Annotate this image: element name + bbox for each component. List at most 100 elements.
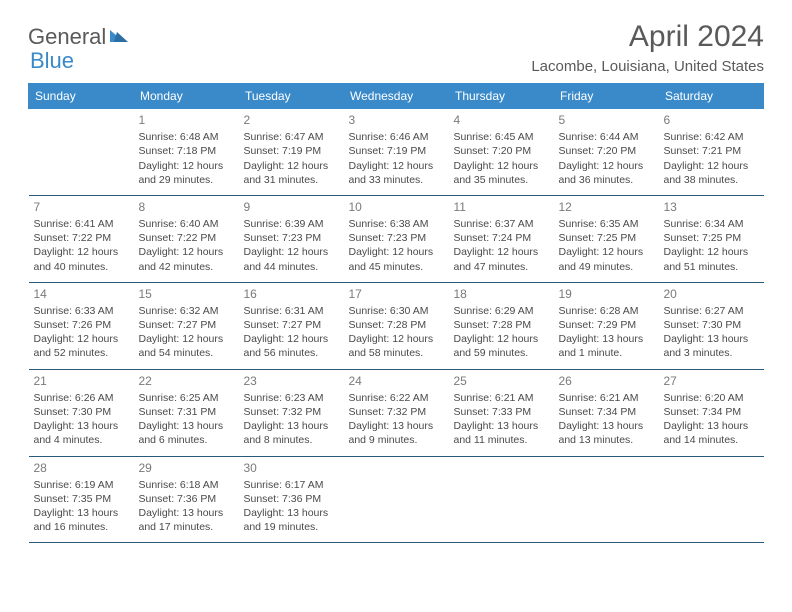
sunset-text: Sunset: 7:24 PM [454,231,549,245]
sunrise-text: Sunrise: 6:21 AM [454,391,549,405]
calendar-day-cell: 1Sunrise: 6:48 AMSunset: 7:18 PMDaylight… [134,109,239,196]
day-number: 3 [349,112,444,128]
day-number: 30 [244,460,339,476]
sunset-text: Sunset: 7:36 PM [244,492,339,506]
day-number: 17 [349,286,444,302]
calendar-table: Sunday Monday Tuesday Wednesday Thursday… [28,83,764,543]
day-number: 23 [244,373,339,389]
daylight-text: Daylight: 13 hours and 3 minutes. [664,332,759,360]
daylight-text: Daylight: 12 hours and 54 minutes. [139,332,234,360]
calendar-day-cell: 12Sunrise: 6:35 AMSunset: 7:25 PMDayligh… [554,195,659,282]
sunset-text: Sunset: 7:26 PM [34,318,129,332]
calendar-day-cell: 28Sunrise: 6:19 AMSunset: 7:35 PMDayligh… [29,456,134,543]
calendar-day-cell: 26Sunrise: 6:21 AMSunset: 7:34 PMDayligh… [554,369,659,456]
daylight-text: Daylight: 12 hours and 31 minutes. [244,159,339,187]
day-number: 10 [349,199,444,215]
sunrise-text: Sunrise: 6:29 AM [454,304,549,318]
calendar-day-cell [29,109,134,196]
weekday-header: Friday [554,84,659,109]
sunrise-text: Sunrise: 6:41 AM [34,217,129,231]
daylight-text: Daylight: 13 hours and 16 minutes. [34,506,129,534]
day-number: 26 [559,373,654,389]
day-number: 25 [454,373,549,389]
calendar-day-cell: 15Sunrise: 6:32 AMSunset: 7:27 PMDayligh… [134,282,239,369]
sunset-text: Sunset: 7:23 PM [349,231,444,245]
logo-blue-row: Blue [30,48,74,74]
daylight-text: Daylight: 13 hours and 17 minutes. [139,506,234,534]
page-header: General April 2024 Lacombe, Louisiana, U… [28,20,764,75]
sunrise-text: Sunrise: 6:46 AM [349,130,444,144]
calendar-day-cell [554,456,659,543]
sunrise-text: Sunrise: 6:22 AM [349,391,444,405]
sunrise-text: Sunrise: 6:25 AM [139,391,234,405]
sunset-text: Sunset: 7:32 PM [244,405,339,419]
sunset-text: Sunset: 7:21 PM [664,144,759,158]
logo-text-general: General [28,24,106,50]
sunrise-text: Sunrise: 6:38 AM [349,217,444,231]
day-number: 19 [559,286,654,302]
day-number: 13 [664,199,759,215]
calendar-day-cell: 16Sunrise: 6:31 AMSunset: 7:27 PMDayligh… [239,282,344,369]
weekday-header: Tuesday [239,84,344,109]
sunset-text: Sunset: 7:28 PM [454,318,549,332]
title-block: April 2024 Lacombe, Louisiana, United St… [531,20,764,75]
sunset-text: Sunset: 7:20 PM [559,144,654,158]
daylight-text: Daylight: 12 hours and 42 minutes. [139,245,234,273]
calendar-day-cell: 10 Sunrise: 6:38 AMSunset: 7:23 PMDayligh… [344,195,449,282]
logo-triangle-icon [110,28,128,47]
calendar-day-cell [659,456,764,543]
calendar-week-row: 14Sunrise: 6:33 AMSunset: 7:26 PMDayligh… [29,282,764,369]
sunset-text: Sunset: 7:20 PM [454,144,549,158]
sunset-text: Sunset: 7:27 PM [244,318,339,332]
daylight-text: Daylight: 12 hours and 36 minutes. [559,159,654,187]
logo: General [28,24,130,50]
daylight-text: Daylight: 12 hours and 56 minutes. [244,332,339,360]
daylight-text: Daylight: 13 hours and 8 minutes. [244,419,339,447]
day-number: 28 [34,460,129,476]
day-number: 8 [139,199,234,215]
calendar-body: 1Sunrise: 6:48 AMSunset: 7:18 PMDaylight… [29,109,764,543]
sunrise-text: Sunrise: 6:19 AM [34,478,129,492]
day-number: 6 [664,112,759,128]
sunrise-text: Sunrise: 6:34 AM [664,217,759,231]
daylight-text: Daylight: 12 hours and 58 minutes. [349,332,444,360]
calendar-day-cell: 20Sunrise: 6:27 AMSunset: 7:30 PMDayligh… [659,282,764,369]
daylight-text: Daylight: 12 hours and 38 minutes. [664,159,759,187]
calendar-day-cell: 4Sunrise: 6:45 AMSunset: 7:20 PMDaylight… [449,109,554,196]
day-number: 29 [139,460,234,476]
sunrise-text: Sunrise: 6:27 AM [664,304,759,318]
sunset-text: Sunset: 7:28 PM [349,318,444,332]
sunset-text: Sunset: 7:22 PM [34,231,129,245]
day-number: 11 [454,199,549,215]
daylight-text: Daylight: 12 hours and 51 minutes. [664,245,759,273]
daylight-text: Daylight: 12 hours and 40 minutes. [34,245,129,273]
sunset-text: Sunset: 7:32 PM [349,405,444,419]
sunset-text: Sunset: 7:22 PM [139,231,234,245]
calendar-week-row: 1Sunrise: 6:48 AMSunset: 7:18 PMDaylight… [29,109,764,196]
weekday-header: Saturday [659,84,764,109]
sunrise-text: Sunrise: 6:44 AM [559,130,654,144]
calendar-week-row: 7Sunrise: 6:41 AMSunset: 7:22 PMDaylight… [29,195,764,282]
day-number: 16 [244,286,339,302]
sunset-text: Sunset: 7:23 PM [244,231,339,245]
sunrise-text: Sunrise: 6:23 AM [244,391,339,405]
sunrise-text: Sunrise: 6:42 AM [664,130,759,144]
daylight-text: Daylight: 12 hours and 52 minutes. [34,332,129,360]
weekday-header: Wednesday [344,84,449,109]
month-title: April 2024 [531,20,764,54]
daylight-text: Daylight: 13 hours and 9 minutes. [349,419,444,447]
day-number: 2 [244,112,339,128]
sunrise-text: Sunrise: 6:40 AM [139,217,234,231]
calendar-day-cell: 27Sunrise: 6:20 AMSunset: 7:34 PMDayligh… [659,369,764,456]
daylight-text: Daylight: 12 hours and 45 minutes. [349,245,444,273]
weekday-header: Thursday [449,84,554,109]
weekday-header-row: Sunday Monday Tuesday Wednesday Thursday… [29,84,764,109]
daylight-text: Daylight: 13 hours and 19 minutes. [244,506,339,534]
daylight-text: Daylight: 13 hours and 6 minutes. [139,419,234,447]
calendar-day-cell [344,456,449,543]
sunrise-text: Sunrise: 6:28 AM [559,304,654,318]
day-number: 4 [454,112,549,128]
daylight-text: Daylight: 12 hours and 44 minutes. [244,245,339,273]
day-number: 5 [559,112,654,128]
calendar-day-cell: 24Sunrise: 6:22 AMSunset: 7:32 PMDayligh… [344,369,449,456]
